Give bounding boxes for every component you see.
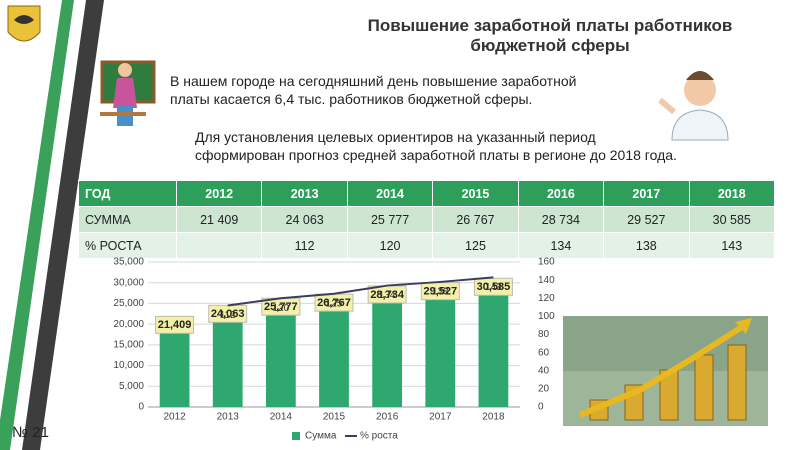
table-row: ГОД 2012 2013 2014 2015 2016 2017 2018 [78, 180, 776, 207]
y-tick-label: 0 [138, 402, 144, 413]
y2-tick-label: 0 [538, 402, 544, 413]
title-line: Повышение заработной платы работников [367, 16, 733, 35]
y-tick-label: 15,000 [113, 339, 144, 350]
y2-tick-label: 140 [538, 275, 555, 286]
text-line: В нашем городе на сегодняшний день повыш… [170, 73, 577, 89]
paragraph: В нашем городе на сегодняшний день повыш… [170, 72, 576, 108]
value-label: 125 [326, 298, 343, 309]
table-cell: 112 [261, 232, 348, 259]
y2-tick-label: 20 [538, 384, 550, 395]
table-cell: 120 [346, 232, 434, 259]
table-cell: 2017 [603, 180, 690, 207]
value-label: 25,777 [264, 301, 298, 313]
value-label: 143 [485, 282, 502, 293]
table-cell [175, 232, 263, 259]
value-label: 112 [220, 310, 236, 321]
value-label: 24,063 [211, 308, 245, 320]
x-tick-label: 2016 [376, 412, 399, 423]
value-label: 28,734 [370, 289, 405, 301]
bar [319, 296, 349, 407]
y-tick-label: 10,000 [113, 360, 144, 371]
text-line: платы касается 6,4 тыс. работников бюдже… [170, 91, 533, 107]
line [227, 276, 494, 307]
table-cell: 138 [603, 232, 690, 259]
value-label: 26,767 [317, 297, 351, 309]
coins-photo [563, 316, 768, 426]
slide-number: № 21 [12, 424, 49, 441]
legend-label: % роста [360, 431, 398, 442]
y-tick-label: 5,000 [119, 381, 144, 392]
table-cell: ГОД [78, 180, 177, 207]
label-box [155, 315, 195, 334]
x-tick-label: 2015 [323, 412, 346, 423]
table-cell: 30 585 [688, 206, 776, 233]
x-tick-label: 2013 [217, 412, 240, 423]
table-cell: 26 767 [432, 206, 519, 233]
x-tick-label: 2018 [482, 412, 505, 423]
bar [478, 280, 509, 407]
table-cell: СУММА [78, 206, 177, 233]
y-tick-label: 35,000 [113, 257, 144, 268]
value-label: 30,585 [477, 281, 511, 293]
paragraph: Для установления целевых ориентиров на у… [195, 128, 677, 164]
y2-tick-label: 80 [538, 329, 550, 340]
value-label: 29,527 [423, 286, 457, 298]
y2-tick-label: 120 [538, 293, 555, 304]
stripe [0, 0, 74, 450]
table-cell: 24 063 [261, 206, 348, 233]
table-cell: 2015 [432, 180, 519, 207]
x-tick-label: 2014 [270, 412, 293, 423]
table-row: % РОСТА 112 120 125 134 138 143 [78, 232, 776, 259]
text-line: Для установления целевых ориентиров на у… [195, 129, 596, 145]
table-cell: 25 777 [346, 206, 434, 233]
coat-of-arms [7, 5, 41, 42]
table-cell: 2018 [688, 180, 776, 207]
x-tick-label: 2012 [163, 412, 186, 423]
y2-tick-label: 100 [538, 311, 555, 322]
table-cell: % РОСТА [78, 232, 177, 259]
value-label: 134 [379, 290, 396, 301]
title: Повышение заработной платы работников бю… [340, 16, 760, 56]
text-line: сформирован прогноз средней заработной п… [195, 147, 677, 163]
teacher-clipart [100, 60, 156, 126]
table-row: СУММА 21 409 24 063 25 777 26 767 28 734 29 52… [78, 206, 776, 233]
table-cell: 2016 [517, 180, 605, 207]
y-tick-label: 25,000 [113, 298, 144, 309]
y2-tick-label: 60 [538, 347, 550, 358]
table-cell: 28 734 [517, 206, 605, 233]
bar [265, 300, 296, 407]
data-table: ГОД 2012 2013 2014 2015 2016 2017 2018 СУММА 21 4… [78, 180, 776, 259]
table-cell: 2012 [175, 180, 263, 207]
bar [425, 284, 456, 407]
value-label: 138 [432, 287, 449, 298]
y2-tick-label: 160 [538, 257, 555, 268]
table-cell: 2014 [346, 180, 434, 207]
bar [212, 307, 243, 407]
stripe [22, 0, 104, 450]
y2-tick-label: 40 [538, 365, 550, 376]
legend-label: Сумма [305, 431, 337, 442]
x-tick-label: 2017 [429, 412, 452, 423]
bar [372, 287, 403, 407]
value-label: 120 [273, 303, 290, 314]
doctor-clipart [658, 71, 729, 141]
y-tick-label: 20,000 [113, 319, 144, 330]
legend-swatch [292, 432, 300, 440]
table-cell: 143 [688, 232, 776, 259]
y-tick-label: 30,000 [113, 277, 144, 288]
table-cell: 125 [432, 232, 519, 259]
title-line: бюджетной сферы [470, 36, 630, 55]
value-label: 21,409 [158, 319, 192, 331]
